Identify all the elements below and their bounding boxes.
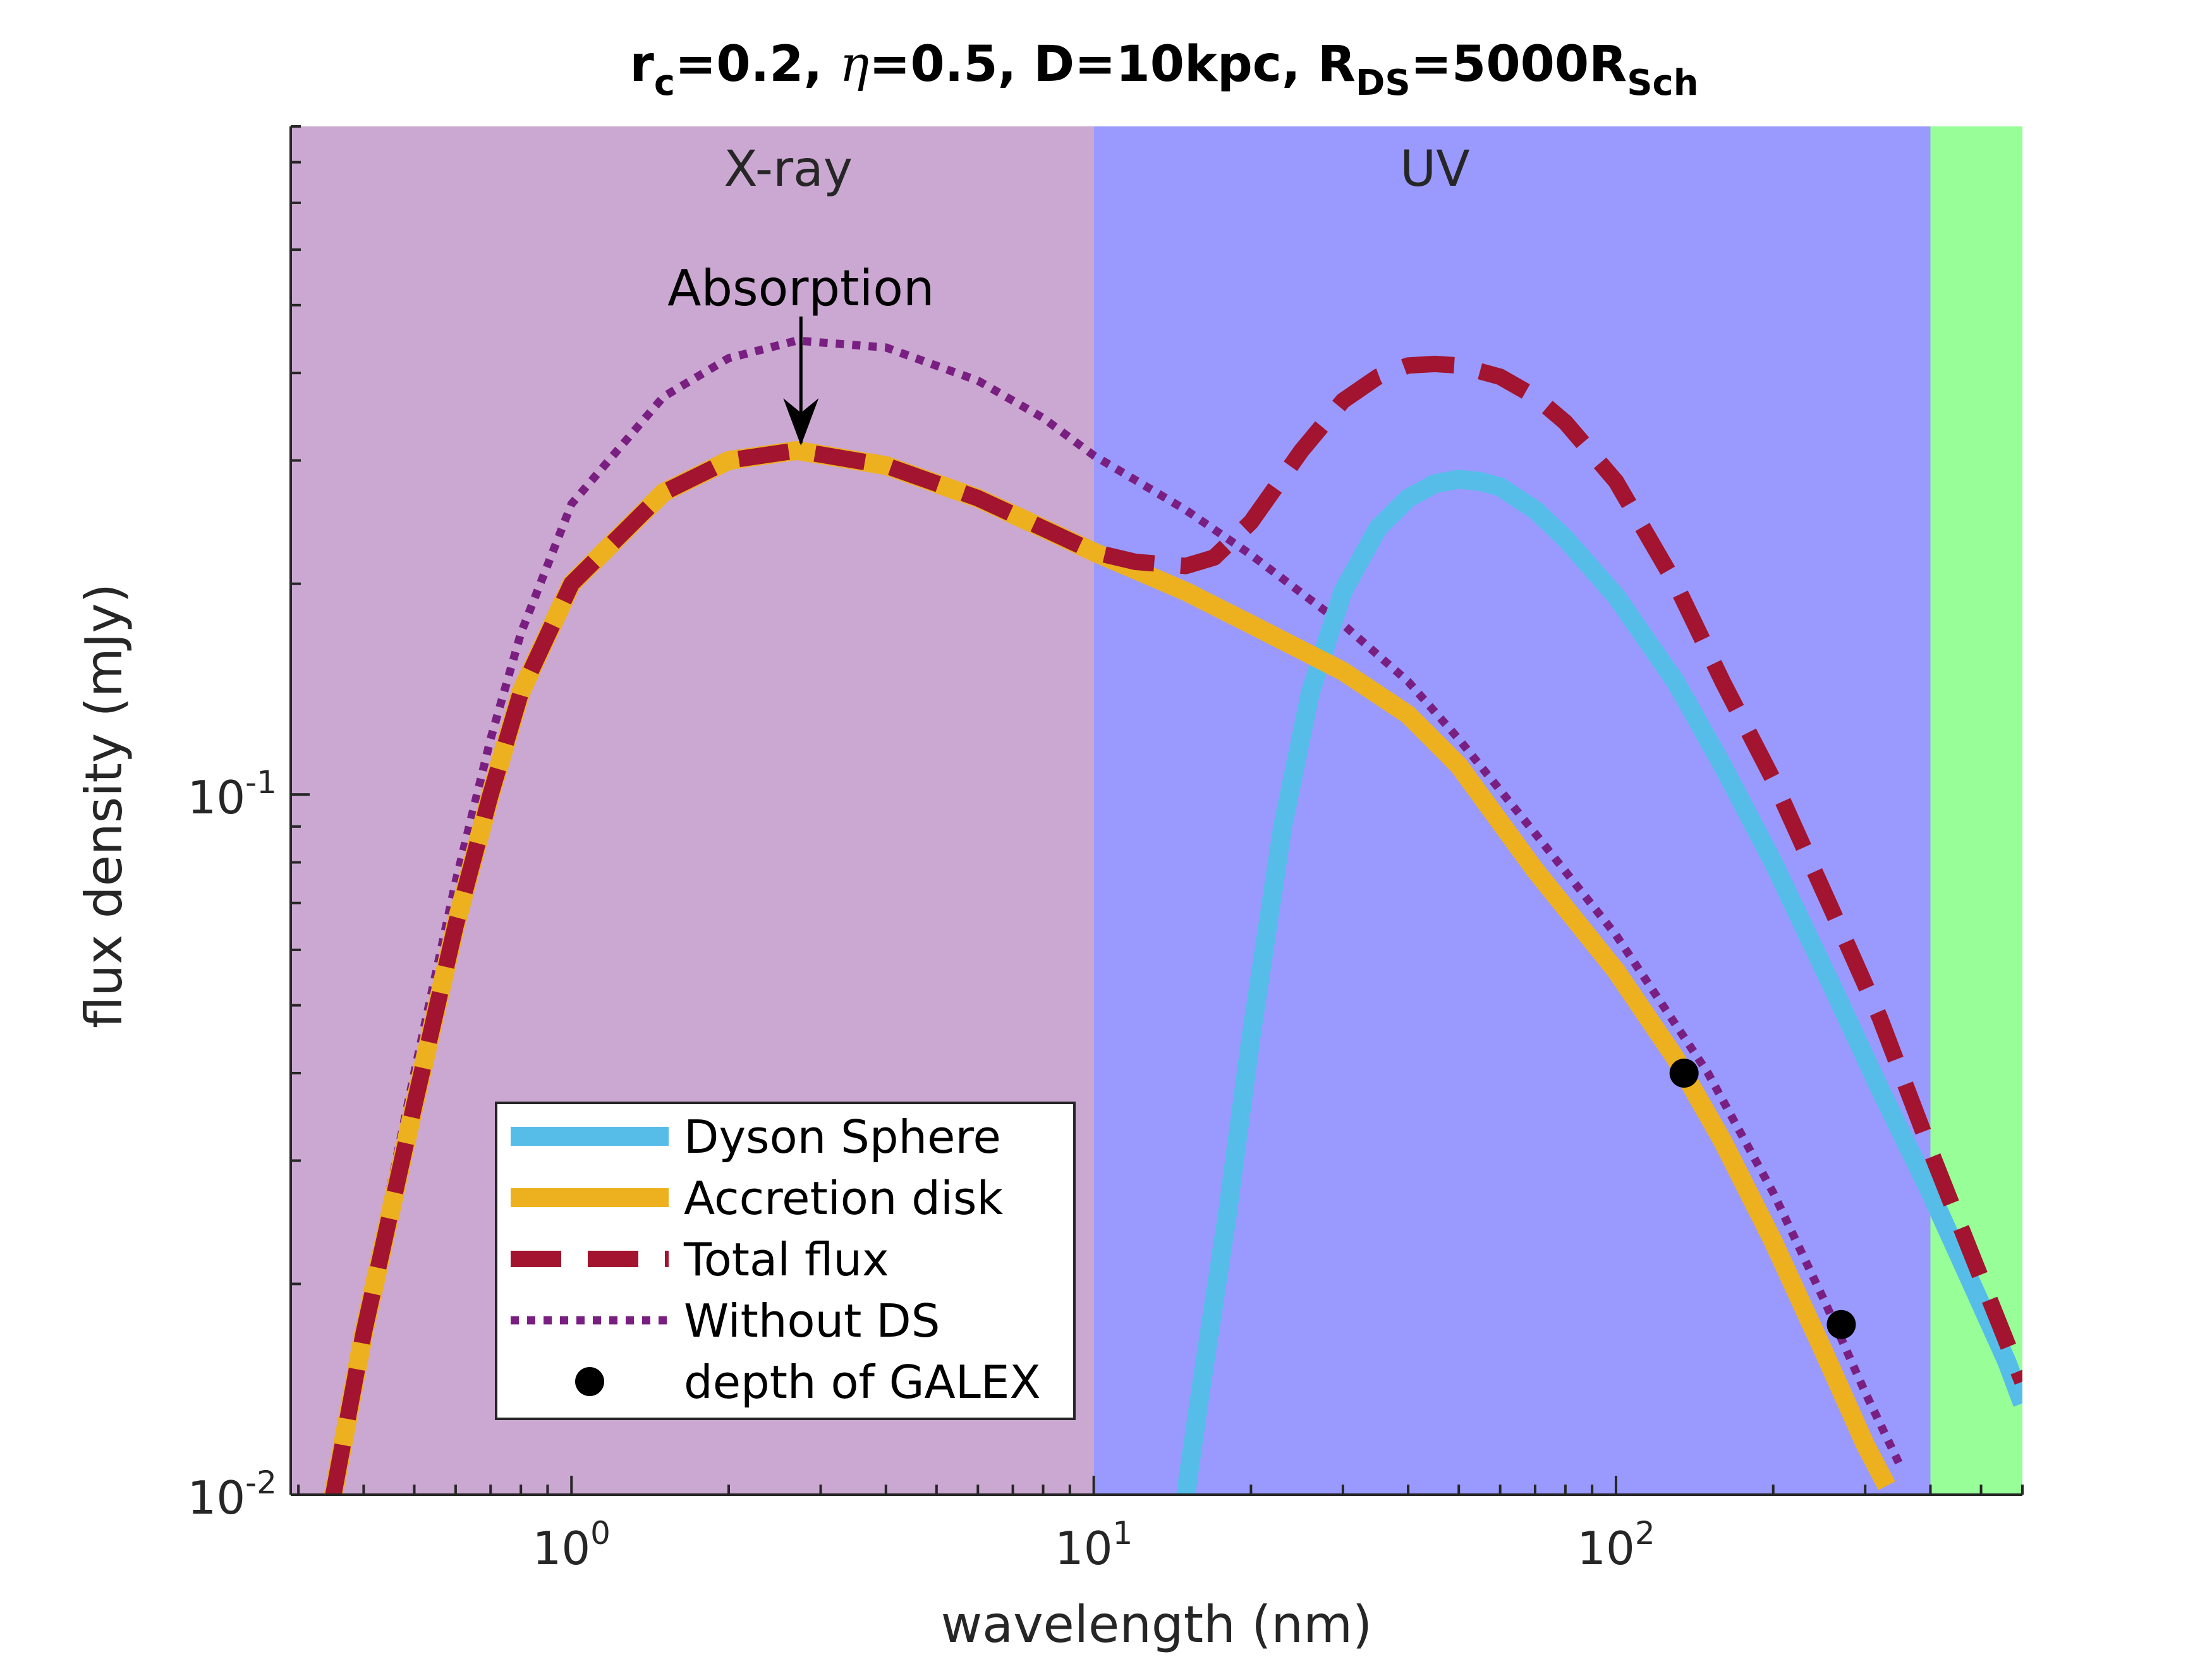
- x-tick-label: 101: [1055, 1515, 1133, 1575]
- x-tick-label: 100: [533, 1515, 611, 1575]
- legend-label: Dyson Sphere: [684, 1110, 1001, 1164]
- band-labels: X-ray UV: [724, 141, 1469, 198]
- x-tick-label: 102: [1577, 1515, 1655, 1575]
- legend-label: Total flux: [683, 1233, 889, 1286]
- galex-depth-point: [1826, 1310, 1856, 1339]
- band-label-uv: UV: [1400, 141, 1469, 198]
- legend-label: Accretion disk: [684, 1172, 1004, 1225]
- series-accretion-disk: [324, 441, 1895, 1495]
- annotation-arrow-head: [783, 398, 819, 446]
- legend-entry: Total flux: [511, 1233, 889, 1286]
- band-label-x-ray: X-ray: [724, 141, 853, 198]
- legend-label: depth of GALEX: [684, 1356, 1041, 1409]
- legend-entry: Dyson Sphere: [511, 1110, 1001, 1164]
- galex-points: [1669, 1059, 1856, 1339]
- y-tick-label: 10-1: [188, 764, 277, 824]
- axes: 100 101 102 10-2 10-1: [188, 125, 2024, 1575]
- annotations: Absorption: [667, 260, 934, 446]
- legend-entry: Accretion disk: [511, 1172, 1004, 1225]
- galex-depth-point: [1669, 1059, 1699, 1088]
- annotation-text: Absorption: [667, 260, 934, 317]
- legend: Dyson Sphere Accretion disk Total flux With…: [495, 1102, 1076, 1420]
- y-axis-label: flux density (mJy): [75, 583, 133, 1028]
- series-total-flux: [325, 355, 2022, 1495]
- x-axis-label: wavelength (nm): [941, 1595, 1373, 1654]
- legend-swatch-marker: [575, 1367, 604, 1396]
- legend-label: Without DS: [684, 1294, 940, 1347]
- legend-entry: depth of GALEX: [575, 1356, 1041, 1409]
- chart-title: rc=0.2, η=0.5, D=10kpc, RDS=5000RSch: [629, 36, 1698, 104]
- series-without-ds: [329, 336, 1904, 1495]
- curves: [324, 336, 2022, 1495]
- series-dyson-sphere: [1176, 470, 2022, 1495]
- legend-entry: Without DS: [511, 1294, 940, 1347]
- y-tick-label: 10-2: [188, 1464, 277, 1524]
